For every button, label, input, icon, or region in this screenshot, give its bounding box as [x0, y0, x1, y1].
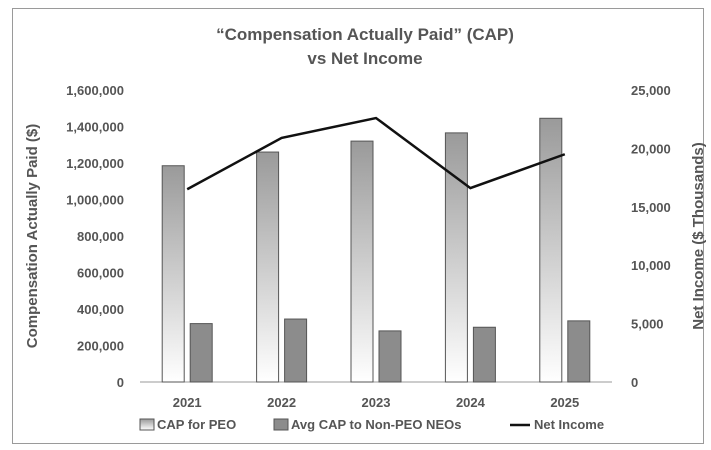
- y2-axis-label: Net Income ($ Thousands): [690, 142, 707, 330]
- y-tick-label: 1,400,000: [66, 120, 124, 135]
- bar-avg-cap-non-peo: [189, 323, 213, 383]
- x-tick-label: 2024: [456, 395, 486, 410]
- y2-tick-label: 10,000: [631, 258, 671, 273]
- x-tick-label: 2023: [362, 395, 391, 410]
- legend-label-peo: CAP for PEO: [157, 417, 236, 432]
- x-tick-label: 2025: [550, 395, 579, 410]
- legend-swatch-peo: [139, 418, 155, 431]
- y-axis-label: Compensation Actually Paid ($): [24, 124, 41, 348]
- y2-tick-label: 20,000: [631, 141, 671, 156]
- line-net-income: [186, 116, 566, 191]
- y-tick-label: 1,200,000: [66, 156, 124, 171]
- bar-avg-cap-non-peo: [378, 330, 402, 383]
- bar-avg-cap-non-peo: [472, 326, 496, 383]
- bar-cap-for-peo: [256, 151, 280, 383]
- bar-cap-for-peo: [444, 132, 468, 383]
- y2-tick-label: 25,000: [631, 83, 671, 98]
- y-tick-label: 1,600,000: [66, 83, 124, 98]
- legend-swatch-neo: [273, 418, 289, 431]
- y2-tick-label: 5,000: [631, 317, 664, 332]
- bar-cap-for-peo: [161, 165, 185, 383]
- x-tick-label: 2021: [173, 395, 202, 410]
- y-tick-label: 400,000: [77, 302, 124, 317]
- y-tick-label: 1,000,000: [66, 193, 124, 208]
- bar-cap-for-peo: [350, 140, 374, 383]
- y-tick-label: 800,000: [77, 229, 124, 244]
- y-tick-label: 200,000: [77, 339, 124, 354]
- legend-label-neo: Avg CAP to Non-PEO NEOs: [291, 417, 461, 432]
- bar-avg-cap-non-peo: [567, 320, 591, 383]
- x-tick-label: 2022: [267, 395, 296, 410]
- y-tick-label: 600,000: [77, 266, 124, 281]
- y-tick-label: 0: [117, 375, 124, 390]
- bar-avg-cap-non-peo: [284, 318, 308, 383]
- y2-tick-label: 0: [631, 375, 638, 390]
- y2-tick-label: 15,000: [631, 200, 671, 215]
- chart-title-line-2: vs Net Income: [307, 49, 422, 68]
- bar-cap-for-peo: [539, 117, 563, 383]
- chart-title-line-1: “Compensation Actually Paid” (CAP): [216, 25, 514, 44]
- legend-label-net-income: Net Income: [534, 417, 604, 432]
